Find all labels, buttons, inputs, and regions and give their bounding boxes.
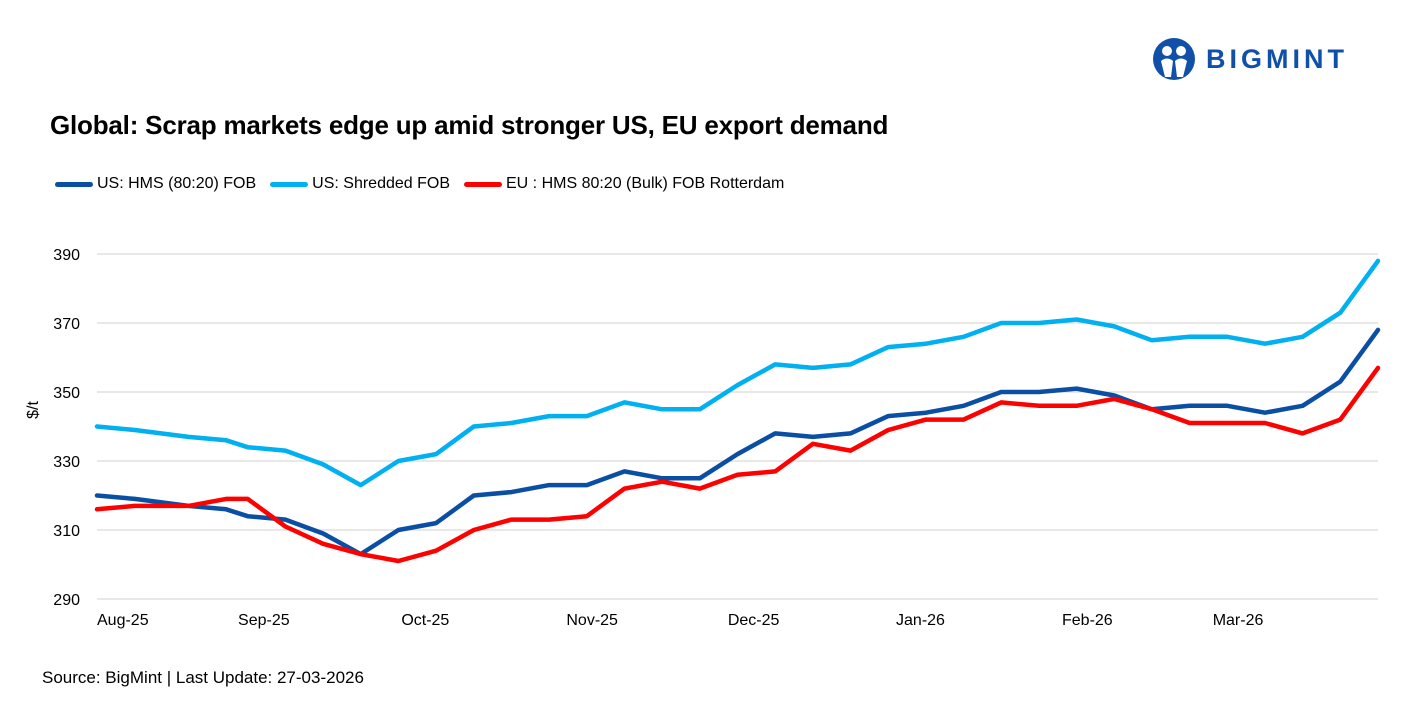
legend-label: US: HMS (80:20) FOB: [97, 175, 257, 192]
y-tick-label: 310: [53, 523, 80, 540]
y-tick-label: 330: [53, 454, 80, 471]
x-tick-label: Aug-25: [97, 612, 149, 629]
x-tick-label: Nov-25: [566, 612, 618, 629]
bigmint-logo: BIGMINT: [1152, 37, 1348, 81]
x-tick-label: Oct-25: [401, 612, 449, 629]
logo-mark-icon: [1153, 38, 1195, 80]
x-tick-label: Feb-26: [1062, 612, 1113, 629]
legend-swatch: [270, 181, 309, 187]
x-tick-label: Sep-25: [238, 612, 290, 629]
legend-item-us-shredded: US: Shredded FOB: [270, 175, 450, 193]
legend-swatch: [55, 181, 93, 187]
chart-title: Global: Scrap markets edge up amid stron…: [50, 110, 889, 140]
x-tick-label: Dec-25: [728, 612, 780, 629]
y-tick-label: 350: [53, 385, 80, 402]
series-line: [94, 327, 1381, 557]
source-note: Source: BigMint | Last Update: 27-03-202…: [42, 668, 364, 687]
x-tick-label: Jan-26: [896, 612, 945, 629]
legend-swatch: [464, 181, 502, 187]
legend: US: HMS (80:20) FOB US: Shredded FOB EU …: [55, 175, 784, 193]
legend-item-us-hms: US: HMS (80:20) FOB: [55, 175, 256, 193]
y-tick-label: 390: [53, 247, 80, 264]
legend-item-eu-hms: EU : HMS 80:20 (Bulk) FOB Rotterdam: [464, 175, 784, 193]
y-axis-label: $/t: [25, 401, 42, 419]
x-tick-label: Mar-26: [1213, 612, 1264, 629]
series-line: [94, 365, 1381, 564]
y-tick-label: 290: [53, 592, 80, 609]
legend-label: EU : HMS 80:20 (Bulk) FOB Rotterdam: [506, 175, 785, 192]
y-tick-label: 370: [53, 316, 80, 333]
legend-label: US: Shredded FOB: [312, 175, 450, 192]
logo-text: BIGMINT: [1206, 43, 1348, 74]
series-line: [94, 258, 1381, 488]
